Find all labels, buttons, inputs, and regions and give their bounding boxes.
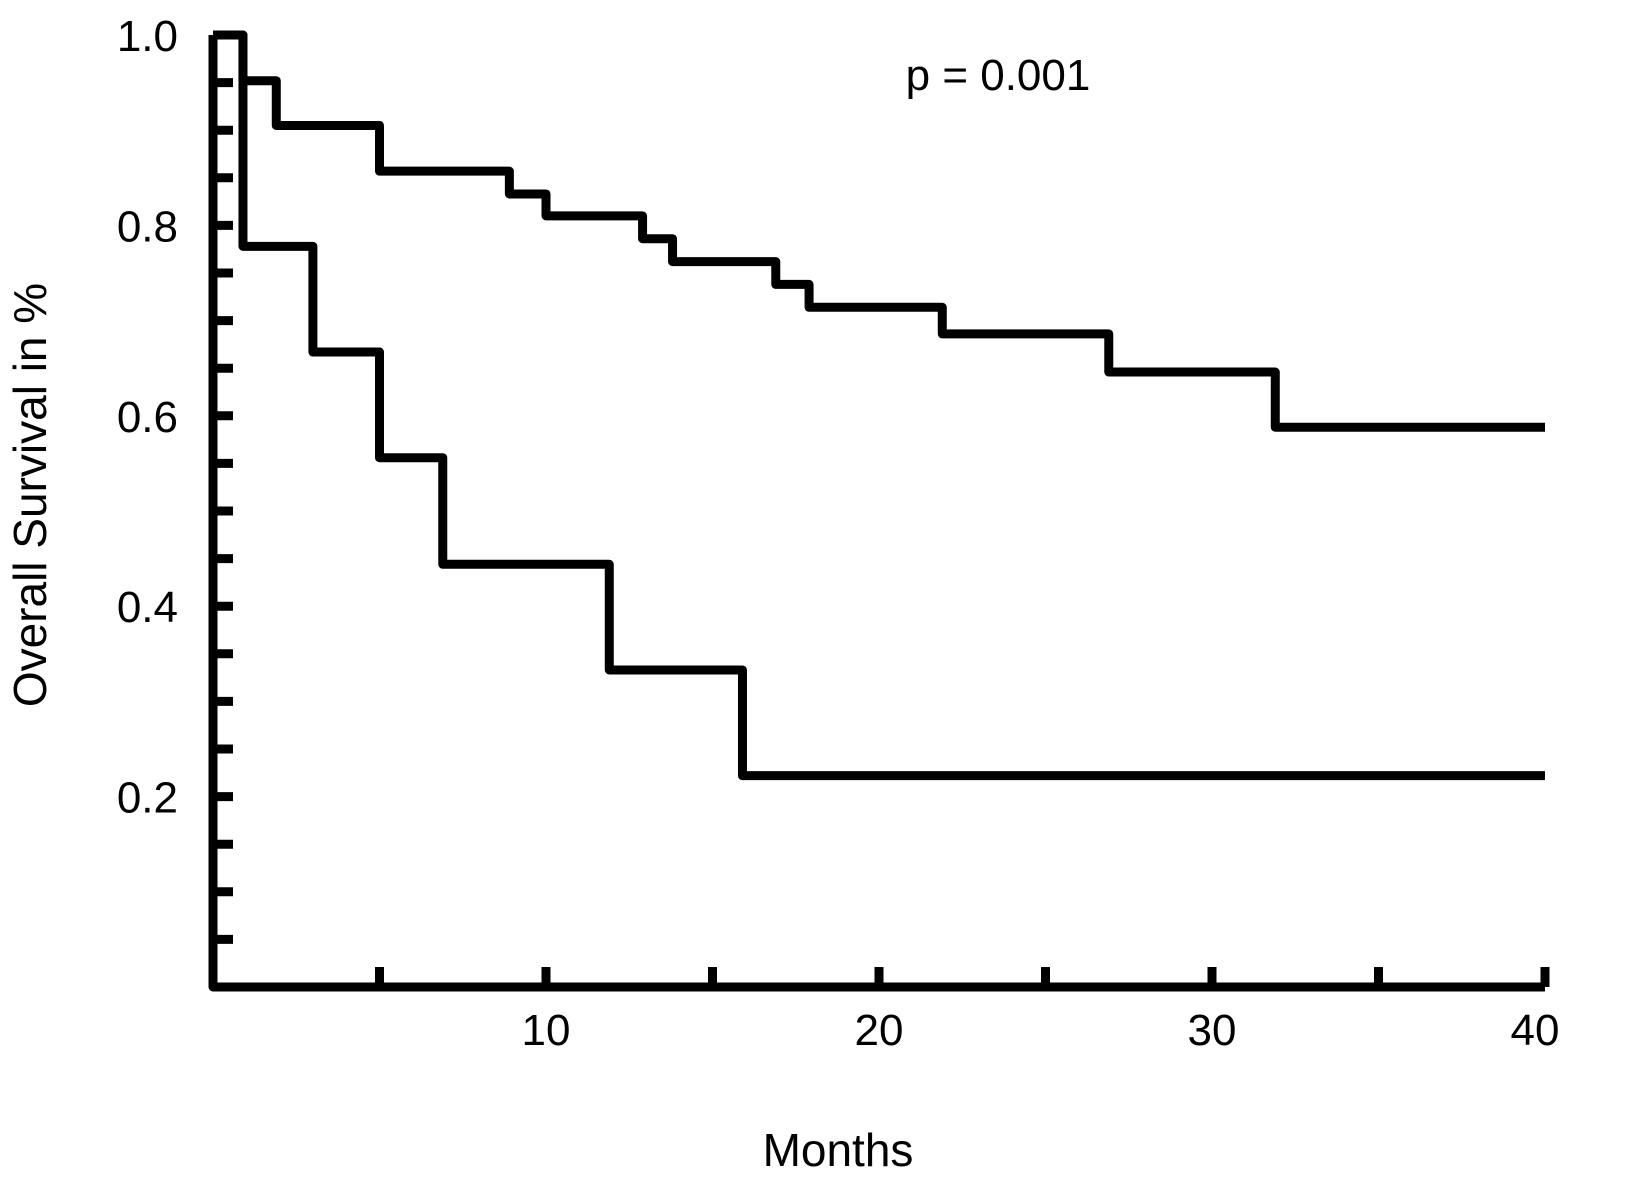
x-tick-label: 30	[1188, 1006, 1237, 1055]
axes	[208, 35, 1545, 992]
y-tick-label: 0.4	[117, 583, 178, 632]
x-tick-label: 40	[1511, 1006, 1560, 1055]
x-axis-label: Months	[763, 1124, 914, 1176]
y-tick-label: 1.0	[117, 12, 178, 61]
p-value-annotation: p = 0.001	[906, 51, 1091, 100]
y-tick-label: 0.2	[117, 774, 178, 823]
x-tick-label: 10	[522, 1006, 571, 1055]
survival-curve-lower	[213, 30, 1545, 781]
x-tick-label: 20	[855, 1006, 904, 1055]
survival-curve-upper	[213, 30, 1545, 432]
y-tick-label: 0.6	[117, 393, 178, 442]
y-axis-label: Overall Survival in %	[4, 283, 56, 707]
y-tick-label: 0.8	[117, 202, 178, 251]
